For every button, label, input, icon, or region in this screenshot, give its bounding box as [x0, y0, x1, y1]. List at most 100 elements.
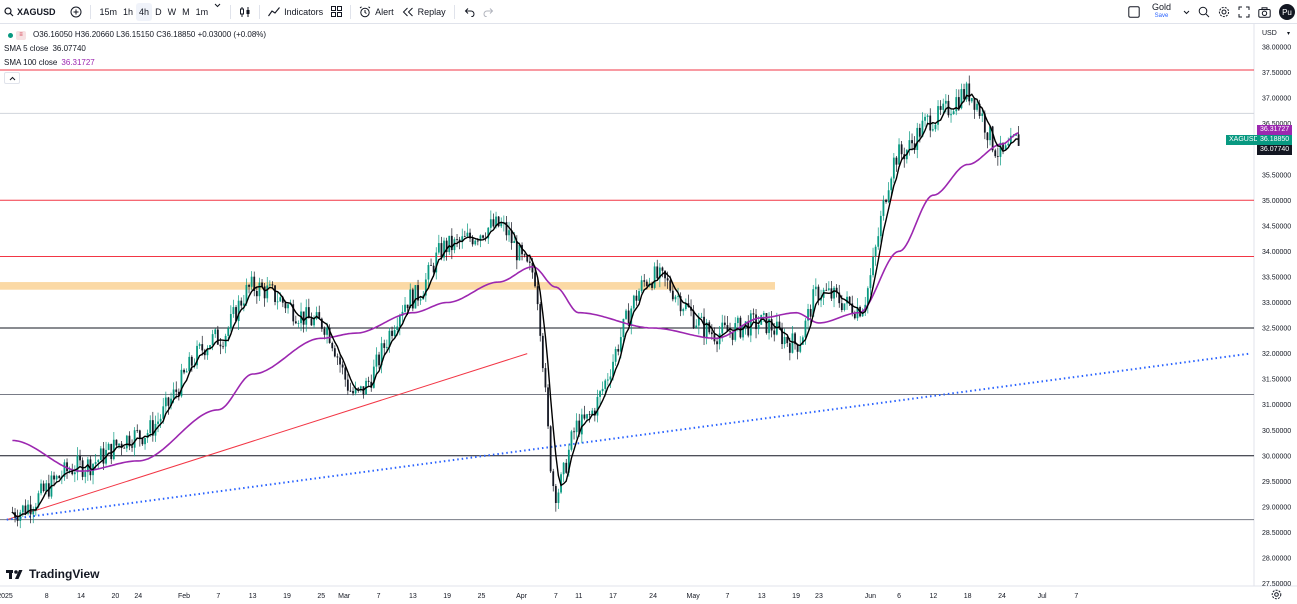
- timeframe-1h[interactable]: 1h: [123, 6, 134, 17]
- currency-label[interactable]: USD: [1262, 30, 1277, 37]
- candle-body: [16, 517, 19, 521]
- publish-button[interactable]: Pu: [1279, 4, 1295, 20]
- candle-body: [120, 443, 123, 448]
- chevron-down-icon[interactable]: ▾: [1287, 31, 1291, 37]
- legend-sma100-row[interactable]: SMA 100 close 36.31727: [4, 56, 266, 70]
- red-trendline[interactable]: [6, 353, 528, 521]
- candle-body: [437, 243, 440, 253]
- candle-body: [294, 321, 297, 324]
- price-tick-label: 29.50000: [1262, 479, 1291, 486]
- candle-body: [76, 455, 79, 473]
- candle-body: [79, 455, 81, 461]
- layout-name-button[interactable]: Gold Save: [1144, 3, 1179, 21]
- candle-body: [955, 97, 958, 112]
- layout-toggle-button[interactable]: [1124, 0, 1144, 24]
- undo-button[interactable]: [459, 0, 479, 24]
- timeframe-1m[interactable]: 1m: [195, 6, 209, 17]
- candle-body: [196, 345, 198, 366]
- supply-zone[interactable]: [0, 282, 775, 290]
- candle-body: [466, 232, 469, 237]
- layout-menu-button[interactable]: [1179, 0, 1194, 24]
- candle-body: [588, 414, 591, 415]
- chart-type-button[interactable]: [235, 0, 255, 24]
- candle-body: [352, 390, 354, 394]
- candle-body: [929, 115, 932, 131]
- candle-body: [991, 126, 994, 151]
- snapshot-button[interactable]: [1254, 0, 1275, 24]
- candle-body: [960, 89, 963, 109]
- candle-body: [40, 483, 42, 494]
- timeframe-w[interactable]: W: [167, 6, 177, 17]
- candle-body: [227, 328, 230, 336]
- candle-body: [141, 438, 144, 445]
- symbol-search[interactable]: XAGUSD: [0, 0, 60, 24]
- time-tick-label: 6: [897, 593, 901, 600]
- sma100-line[interactable]: [12, 132, 1019, 472]
- candle-body: [495, 216, 497, 227]
- time-tick-label: 17: [609, 593, 617, 600]
- redo-button[interactable]: [479, 0, 499, 24]
- chevron-down-icon[interactable]: [211, 3, 224, 21]
- price-tick-label: 36.50000: [1262, 121, 1291, 128]
- candle-body: [996, 156, 999, 157]
- symbol-name: XAGUSD: [17, 6, 56, 17]
- candle-body: [643, 280, 646, 282]
- candle-body: [131, 446, 133, 448]
- sma5-line[interactable]: [11, 93, 1019, 518]
- candle-body: [768, 319, 770, 334]
- candle-body: [268, 284, 271, 286]
- candle-body: [138, 430, 141, 439]
- candle-body: [692, 310, 695, 328]
- candle-body: [281, 297, 284, 303]
- candle-body: [604, 380, 607, 389]
- candle-body: [164, 397, 167, 407]
- templates-button[interactable]: [327, 0, 346, 24]
- candle-body: [515, 240, 518, 261]
- candle-body: [424, 279, 427, 296]
- settings-button[interactable]: [1214, 0, 1234, 24]
- candle-body: [125, 435, 128, 449]
- candle-body: [487, 227, 490, 239]
- dotted-trendline[interactable]: [6, 352, 1251, 521]
- timeframe-d[interactable]: D: [155, 6, 162, 17]
- timeframe-m[interactable]: M: [182, 6, 190, 17]
- candle-body: [250, 276, 253, 287]
- indicators-button[interactable]: Indicators: [264, 0, 327, 24]
- candle-body: [677, 296, 679, 297]
- candle-body: [794, 333, 796, 345]
- candle-body: [144, 437, 146, 445]
- quick-search-button[interactable]: [1194, 0, 1214, 24]
- candle-body: [783, 336, 786, 345]
- legend-sma5-row[interactable]: SMA 5 close 36.07740: [4, 42, 266, 56]
- fullscreen-button[interactable]: [1234, 0, 1254, 24]
- candle-body: [752, 313, 755, 315]
- timeframe-4h[interactable]: 4h: [136, 2, 153, 21]
- candle-body: [770, 319, 773, 331]
- candle-body: [682, 309, 685, 312]
- candle-body: [518, 244, 521, 261]
- candle-body: [970, 98, 973, 102]
- candle-body: [326, 327, 328, 335]
- sma100-price-tag: 36.31727: [1257, 125, 1293, 135]
- tradingview-logo[interactable]: TradingView: [6, 567, 99, 581]
- candle-body: [435, 252, 438, 273]
- replay-button[interactable]: Replay: [398, 0, 450, 24]
- legend-collapse-button[interactable]: [4, 72, 20, 84]
- alert-button[interactable]: Alert: [355, 0, 398, 24]
- time-tick-label: 2025: [0, 593, 13, 600]
- candle-body: [557, 492, 560, 503]
- candle-body: [812, 289, 815, 317]
- candle-body: [128, 435, 131, 447]
- timeframe-15m[interactable]: 15m: [99, 6, 118, 17]
- candle-body: [505, 222, 508, 236]
- candle-body: [544, 368, 547, 388]
- candle-body: [307, 307, 310, 319]
- candle-body: [989, 126, 991, 141]
- candle-body: [27, 504, 29, 514]
- camera-icon: [1258, 6, 1271, 18]
- candle-body: [973, 98, 976, 110]
- compare-button[interactable]: [66, 0, 86, 24]
- gear-icon[interactable]: [1271, 589, 1282, 600]
- data-provider-icon[interactable]: ≡: [16, 30, 26, 40]
